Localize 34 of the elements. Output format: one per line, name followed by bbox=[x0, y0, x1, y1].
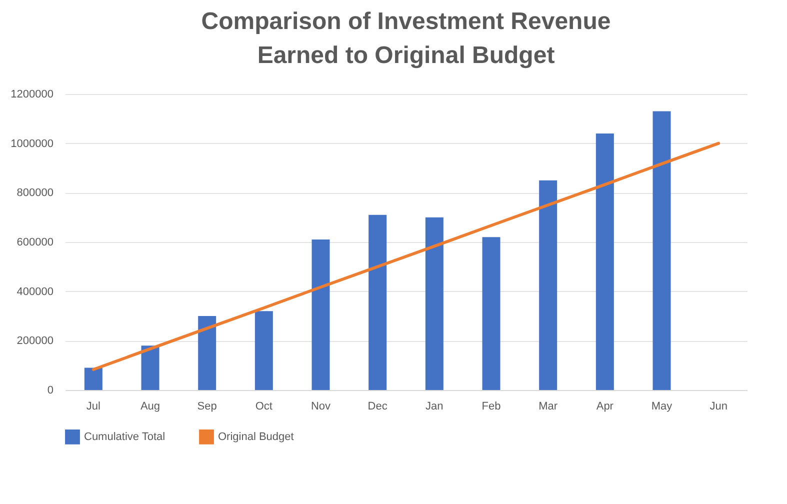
x-tick-label: Jan bbox=[426, 400, 444, 412]
bar bbox=[539, 180, 558, 390]
y-tick-label: 0 bbox=[47, 384, 54, 396]
x-tick-label: Mar bbox=[538, 400, 558, 412]
x-tick-label: Feb bbox=[482, 400, 501, 412]
bar bbox=[652, 111, 671, 390]
bar bbox=[84, 368, 102, 390]
y-tick-label: 600000 bbox=[16, 236, 54, 248]
y-tick-label: 400000 bbox=[16, 286, 54, 298]
bar bbox=[596, 133, 614, 390]
x-tick-label: Jul bbox=[86, 400, 100, 412]
bar bbox=[254, 311, 273, 390]
x-tick-label: Oct bbox=[255, 400, 272, 412]
line-series bbox=[92, 142, 720, 372]
chart-title: Comparison of Investment Revenue Earned to Original Budget bbox=[201, 8, 611, 69]
y-tick-label: 200000 bbox=[16, 335, 54, 348]
bar bbox=[368, 214, 387, 390]
bar bbox=[312, 240, 330, 390]
y-tick-label: 1200000 bbox=[10, 88, 54, 100]
legend-label: Original Budget bbox=[218, 430, 294, 443]
x-tick-label: May bbox=[651, 400, 673, 412]
x-tick-label: Dec bbox=[368, 400, 388, 412]
bar bbox=[482, 237, 500, 390]
y-tick-label: 1000000 bbox=[10, 138, 54, 150]
y-tick-label: 800000 bbox=[16, 187, 54, 200]
x-tick-label: Sep bbox=[197, 400, 217, 412]
bar bbox=[141, 346, 160, 390]
bar bbox=[425, 217, 444, 390]
x-tick-label: Apr bbox=[596, 400, 614, 412]
legend-label: Cumulative Total bbox=[84, 430, 166, 443]
x-tick-label: Jun bbox=[710, 400, 728, 412]
x-tick-label: Nov bbox=[310, 400, 332, 412]
bar bbox=[198, 316, 216, 390]
x-tick-label: Aug bbox=[140, 400, 160, 412]
